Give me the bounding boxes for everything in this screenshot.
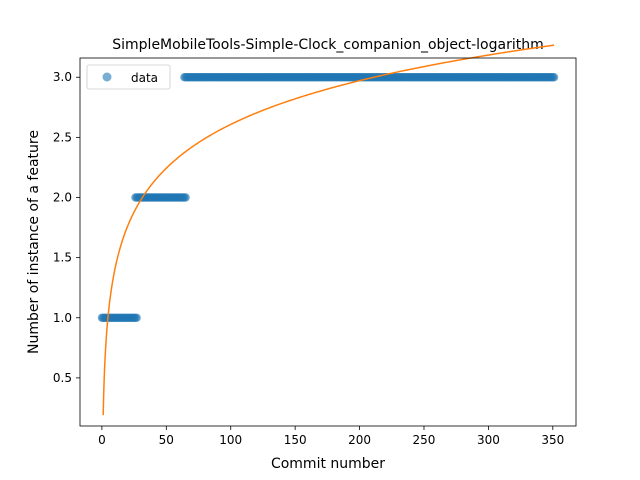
y-tick-label: 1.0	[53, 311, 72, 325]
x-tick-label: 0	[98, 433, 106, 447]
y-tick-label: 2.0	[53, 191, 72, 205]
plot-area	[97, 44, 559, 416]
chart-title: SimpleMobileTools-Simple-Clock_companion…	[112, 37, 543, 53]
x-axis: 0 50 100 150 200 250 300 350	[98, 426, 564, 447]
x-tick-label: 150	[284, 433, 307, 447]
x-tick-label: 350	[541, 433, 564, 447]
data-point	[181, 193, 190, 202]
y-tick-label: 2.5	[53, 130, 72, 144]
plot-frame	[79, 57, 577, 427]
data-point	[549, 73, 559, 82]
fit-line	[102, 44, 555, 416]
x-axis-label: Commit number	[271, 456, 385, 472]
y-tick-label: 3.0	[53, 70, 72, 84]
x-tick-label: 300	[477, 433, 500, 447]
legend-box	[86, 64, 171, 90]
x-tick-label: 50	[159, 433, 174, 447]
legend-label-data: data	[131, 71, 158, 85]
y-tick-label: 1.5	[53, 251, 72, 265]
data-point	[132, 313, 141, 322]
x-tick-label: 200	[348, 433, 371, 447]
x-tick-label: 250	[413, 433, 436, 447]
y-tick-label: 0.5	[53, 371, 72, 385]
legend: data	[86, 64, 171, 90]
x-tick-label: 100	[219, 433, 242, 447]
y-axis-label: Number of instance of a feature	[26, 130, 42, 354]
y-axis: 0.5 1.0 1.5 2.0 2.5 3.0	[53, 70, 80, 385]
legend-marker-data	[102, 72, 112, 82]
